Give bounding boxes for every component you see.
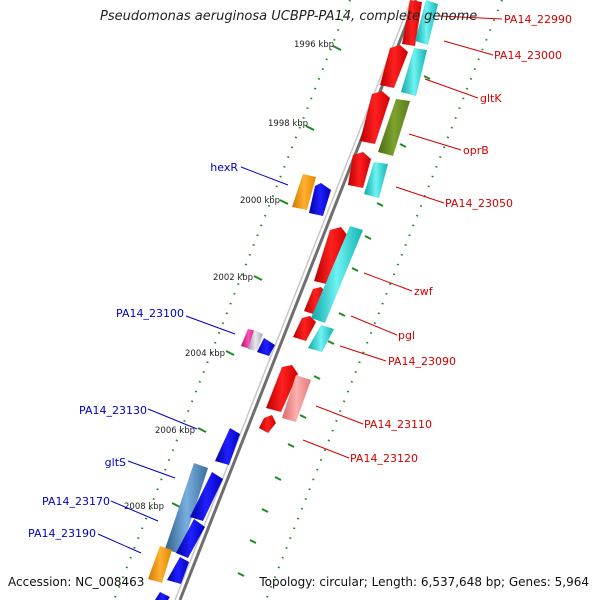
label-pa14-23050: PA14_23050 <box>445 197 513 210</box>
gene-gltk-red <box>360 91 390 144</box>
gene-zwf-red <box>314 227 348 285</box>
gene-pa14-23090-red <box>293 316 316 341</box>
backbone-outer <box>178 0 418 600</box>
label-pgl: pgl <box>398 329 415 342</box>
gene-pa14-23100-grey <box>248 330 263 351</box>
label-oprb: oprB <box>463 144 489 157</box>
gene-pa14-23190-blue <box>167 557 189 584</box>
gene-pa14-23000-red <box>380 45 408 88</box>
forward-ticks <box>237 75 431 577</box>
label-pa14-23170: PA14_23170 <box>42 495 110 508</box>
label-pa14-23190: PA14_23190 <box>28 527 96 540</box>
gene-zwf-cyan <box>311 226 363 323</box>
topology-text: Topology: circular; Length: 6,537,648 bp… <box>259 575 589 589</box>
gene-pgl-cyan <box>308 325 334 352</box>
forward-genes-outer <box>282 0 438 422</box>
label-gltk: gltK <box>480 92 502 105</box>
tick-label-2000: 2000 kbp <box>240 196 280 206</box>
tick-label-1996: 1996 kbp <box>294 40 334 50</box>
gene-edge-blue <box>155 592 170 600</box>
label-hexr: hexR <box>210 161 238 174</box>
tick-label-2002: 2002 kbp <box>213 273 253 283</box>
reverse-genes <box>148 174 331 600</box>
gene-glts-blue <box>190 472 223 521</box>
label-glts: gltS <box>105 456 126 469</box>
label-pa14-23100: PA14_23100 <box>116 307 184 320</box>
gene-hexr-orange <box>292 174 316 210</box>
forward-genes-red <box>259 0 422 433</box>
reverse-leaders <box>97 166 289 554</box>
gene-hexr-blue <box>309 183 331 216</box>
label-zwf: zwf <box>414 285 434 298</box>
gene-pa14-23170-blue <box>176 519 205 558</box>
tick-label-2006: 2006 kbp <box>155 426 195 436</box>
backbone-inner <box>174 0 412 600</box>
gene-gltk-olive <box>378 99 410 156</box>
label-pa14-23130: PA14_23130 <box>79 404 147 417</box>
gene-glts-steel <box>165 463 208 554</box>
gene-pa14-23000-cyan <box>401 48 427 96</box>
gene-pa14-23190-orange <box>148 546 172 583</box>
gene-pa14-23110-pink <box>282 375 311 422</box>
tick-label-2008: 2008 kbp <box>124 502 164 512</box>
genome-title: Pseudomonas aeruginosa UCBPP-PA14, compl… <box>100 9 478 24</box>
label-pa14-23110: PA14_23110 <box>364 418 432 431</box>
gene-pa14-22990-cyan <box>415 0 438 45</box>
gene-pa14-23120-red <box>259 415 276 433</box>
gene-pa14-23110-red <box>266 365 298 412</box>
forward-leaders <box>302 15 503 459</box>
label-pa14-22990: PA14_22990 <box>504 13 572 26</box>
track-dots-outer-right <box>265 0 503 600</box>
gene-pa14-23100-blue <box>257 338 275 356</box>
tick-label-1998: 1998 kbp <box>268 119 308 129</box>
tick-label-2004: 2004 kbp <box>185 349 225 359</box>
label-pa14-23000: PA14_23000 <box>494 49 562 62</box>
gene-pa14-22990-red <box>402 0 422 46</box>
reverse-ticks <box>171 45 342 508</box>
label-pa14-23090: PA14_23090 <box>388 355 456 368</box>
gene-pa14-23130-blue <box>215 428 240 465</box>
label-pa14-23120: PA14_23120 <box>350 452 418 465</box>
gene-pa14-23100-magenta <box>241 329 256 349</box>
gene-pa14-23050-red <box>348 152 371 188</box>
gene-pa14-23050-cyan <box>364 162 388 198</box>
accession-text: Accession: NC_008463 <box>8 575 145 589</box>
